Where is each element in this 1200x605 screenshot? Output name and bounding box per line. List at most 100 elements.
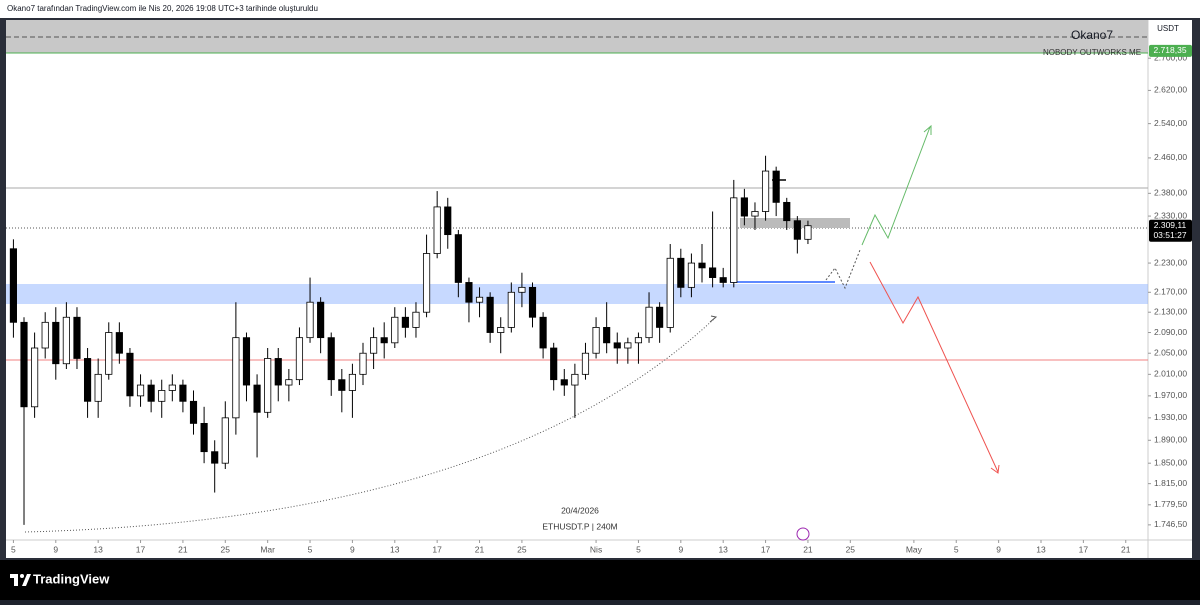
support-zone (6, 284, 1148, 304)
y-tick-label: 2.620,00 (1154, 85, 1187, 95)
candle-body (592, 327, 600, 354)
y-tick-label: 2.090,00 (1154, 327, 1187, 337)
candle-body (136, 384, 145, 397)
x-tick-label: 5 (636, 544, 641, 554)
candle-body (348, 373, 356, 391)
y-tick-label: 2.460,00 (1154, 152, 1187, 162)
x-tick-label: 25 (846, 544, 856, 554)
candle-body (168, 384, 176, 391)
candle-body (295, 337, 304, 381)
candle-body (571, 373, 579, 386)
candle-body (412, 311, 420, 328)
candle-body (486, 296, 494, 333)
x-tick-label: 13 (1036, 544, 1046, 554)
candle-body (422, 253, 431, 313)
candle-body (645, 306, 653, 339)
x-tick-label: 21 (178, 544, 188, 554)
x-tick-label: 17 (432, 544, 442, 554)
x-tick-label: 13 (93, 544, 103, 554)
candle-body (444, 206, 452, 236)
x-tick-label: 5 (954, 544, 959, 554)
candle-body (211, 451, 219, 464)
x-tick-label: 17 (761, 544, 771, 554)
candle-body (189, 400, 198, 424)
candle-body (338, 379, 346, 391)
x-tick-label: 5 (11, 544, 16, 554)
candle-body (507, 291, 515, 328)
y-tick-label: 1.970,00 (1154, 390, 1187, 400)
date-label: 20/4/2026 (561, 505, 599, 515)
y-tick-label: 1.746,50 (1154, 519, 1187, 529)
candle-body (317, 301, 325, 339)
candle-body (624, 342, 632, 349)
footer-bar (0, 560, 1200, 600)
y-tick-label: 2.330,00 (1154, 210, 1187, 220)
candle-body (370, 337, 378, 354)
header-text: Okano7 tarafından TradingView.com ile Ni… (7, 4, 318, 13)
candle-body (105, 332, 113, 375)
candle-body (740, 197, 748, 217)
candle-body (232, 337, 240, 419)
candle-body (560, 379, 568, 386)
x-tick-label: 25 (221, 544, 231, 554)
candle-body (285, 379, 293, 386)
candle-body (698, 262, 706, 269)
candle-body (528, 286, 537, 318)
candle-body (634, 337, 643, 344)
author-label: Okano7 (1071, 28, 1113, 42)
candle-body (62, 316, 70, 365)
candle-body (391, 316, 399, 344)
candle-body (751, 211, 759, 217)
candle-body (380, 337, 388, 344)
y-tick-label: 2.010,00 (1154, 369, 1187, 379)
candle-body (274, 358, 282, 386)
candle-body (475, 296, 484, 303)
candle-body (200, 423, 208, 453)
candle-body (719, 277, 727, 283)
brand: TradingView (33, 571, 110, 586)
header-bar (0, 0, 1200, 18)
price-label-box (1149, 219, 1192, 242)
candle-body (497, 327, 505, 333)
candle-body (179, 384, 187, 402)
candle-body (115, 332, 123, 354)
y-tick-label: 2.380,00 (1154, 188, 1187, 198)
candle-body (264, 358, 272, 413)
x-tick-label: 21 (803, 544, 813, 554)
zigzag-path (825, 249, 861, 290)
countdown: 03:51:27 (1153, 230, 1186, 240)
y-tick-label: 1.890,00 (1154, 435, 1187, 445)
candle-body (677, 257, 685, 288)
plot: 2.700,00 2.620,00 2.540,00 2.460,00 2.380,00… (9, 44, 1192, 554)
y-tick-label: 2.130,00 (1154, 306, 1187, 316)
price-label: 2.718,35 (1153, 45, 1186, 55)
candle-body (709, 267, 717, 278)
x-tick-label: 9 (53, 544, 58, 554)
candle-body (158, 390, 166, 402)
y-tick-label: 2.540,00 (1154, 118, 1187, 128)
x-tick-label: 17 (1079, 544, 1089, 554)
candle-body (454, 234, 462, 283)
y-tick-label: 2.700,00 (1154, 52, 1187, 62)
candle-body (666, 257, 674, 328)
candle-body (52, 321, 60, 365)
candle-body (359, 352, 367, 375)
candle-body (20, 321, 28, 408)
y-tick-label: 1.930,00 (1154, 412, 1187, 422)
candle-body (253, 384, 261, 413)
y-tick-label: 2.230,00 (1154, 257, 1187, 267)
y-tick-label: 1.815,00 (1154, 478, 1187, 488)
alert-icon[interactable] (796, 527, 810, 541)
candle-body (94, 373, 102, 402)
candle-body (761, 170, 770, 212)
candle-body (73, 316, 81, 359)
candle-body (465, 282, 473, 303)
candle-body (126, 352, 134, 397)
candle-body (9, 248, 17, 323)
y-tick-label: 1.779,50 (1154, 499, 1187, 509)
candle-body (433, 206, 441, 254)
symbol-label: ETHUSDT.P | 240M (542, 521, 617, 531)
x-tick-label: 13 (390, 544, 400, 554)
